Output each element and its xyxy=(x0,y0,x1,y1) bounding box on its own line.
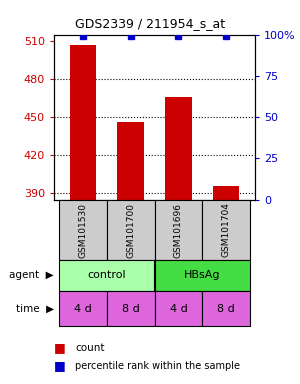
Text: ■: ■ xyxy=(54,341,66,354)
Text: percentile rank within the sample: percentile rank within the sample xyxy=(75,361,240,371)
Text: GSM101696: GSM101696 xyxy=(174,202,183,258)
Bar xyxy=(154,260,250,291)
Bar xyxy=(59,200,106,260)
Text: HBsAg: HBsAg xyxy=(184,270,220,280)
Text: 8 d: 8 d xyxy=(122,303,140,313)
Text: control: control xyxy=(87,270,126,280)
Bar xyxy=(154,200,202,260)
Bar xyxy=(70,45,96,200)
Text: 4 d: 4 d xyxy=(169,303,187,313)
Text: GSM101700: GSM101700 xyxy=(126,202,135,258)
Text: 8 d: 8 d xyxy=(218,303,235,313)
Text: count: count xyxy=(75,343,104,353)
Bar xyxy=(117,122,144,200)
Bar xyxy=(59,260,154,291)
Bar xyxy=(213,186,239,200)
Text: time  ▶: time ▶ xyxy=(16,303,54,313)
Bar xyxy=(202,200,250,260)
Text: agent  ▶: agent ▶ xyxy=(9,270,54,280)
Bar xyxy=(106,291,154,326)
Bar xyxy=(202,291,250,326)
Bar xyxy=(154,291,202,326)
Text: ■: ■ xyxy=(54,359,66,372)
Text: GSM101704: GSM101704 xyxy=(222,203,231,258)
Bar xyxy=(165,97,192,200)
Text: 4 d: 4 d xyxy=(74,303,92,313)
Bar xyxy=(106,200,154,260)
Text: GDS2339 / 211954_s_at: GDS2339 / 211954_s_at xyxy=(75,17,225,30)
Text: GSM101530: GSM101530 xyxy=(78,202,87,258)
Bar xyxy=(59,291,106,326)
